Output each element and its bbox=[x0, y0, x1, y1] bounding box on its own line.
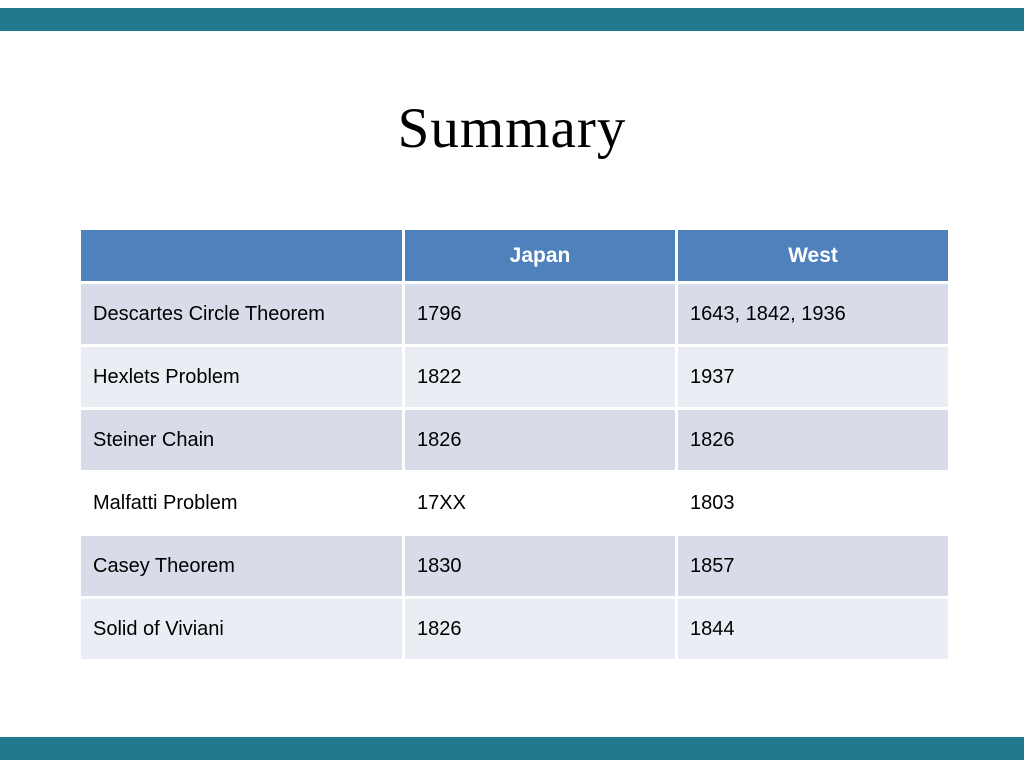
cell-west: 1803 bbox=[675, 470, 951, 536]
column-header-west: West bbox=[675, 227, 951, 284]
cell-west: 1857 bbox=[675, 533, 951, 599]
top-accent-bar bbox=[0, 8, 1024, 31]
table-row: Malfatti Problem 17XX 1803 bbox=[78, 470, 951, 536]
row-label: Casey Theorem bbox=[78, 533, 405, 599]
row-label: Solid of Viviani bbox=[78, 596, 405, 662]
column-header-japan: Japan bbox=[402, 227, 678, 284]
cell-west: 1826 bbox=[675, 407, 951, 473]
cell-west: 1643, 1842, 1936 bbox=[675, 281, 951, 347]
cell-japan: 1826 bbox=[402, 596, 678, 662]
table-header-row: Japan West bbox=[78, 227, 951, 284]
row-label: Malfatti Problem bbox=[78, 470, 405, 536]
column-header-blank bbox=[78, 227, 405, 284]
slide-title: Summary bbox=[397, 97, 627, 160]
cell-japan: 1822 bbox=[402, 344, 678, 410]
cell-japan: 1830 bbox=[402, 533, 678, 599]
table-row: Solid of Viviani 1826 1844 bbox=[78, 596, 951, 662]
bottom-accent-bar bbox=[0, 737, 1024, 760]
row-label: Hexlets Problem bbox=[78, 344, 405, 410]
cell-west: 1937 bbox=[675, 344, 951, 410]
cell-japan: 17XX bbox=[402, 470, 678, 536]
row-label: Steiner Chain bbox=[78, 407, 405, 473]
cell-west: 1844 bbox=[675, 596, 951, 662]
cell-japan: 1826 bbox=[402, 407, 678, 473]
summary-table: Japan West Descartes Circle Theorem 1796… bbox=[78, 227, 951, 662]
table-row: Descartes Circle Theorem 1796 1643, 1842… bbox=[78, 281, 951, 347]
cell-japan: 1796 bbox=[402, 281, 678, 347]
table-row: Steiner Chain 1826 1826 bbox=[78, 407, 951, 473]
table-row: Casey Theorem 1830 1857 bbox=[78, 533, 951, 599]
table-row: Hexlets Problem 1822 1937 bbox=[78, 344, 951, 410]
row-label: Descartes Circle Theorem bbox=[78, 281, 405, 347]
